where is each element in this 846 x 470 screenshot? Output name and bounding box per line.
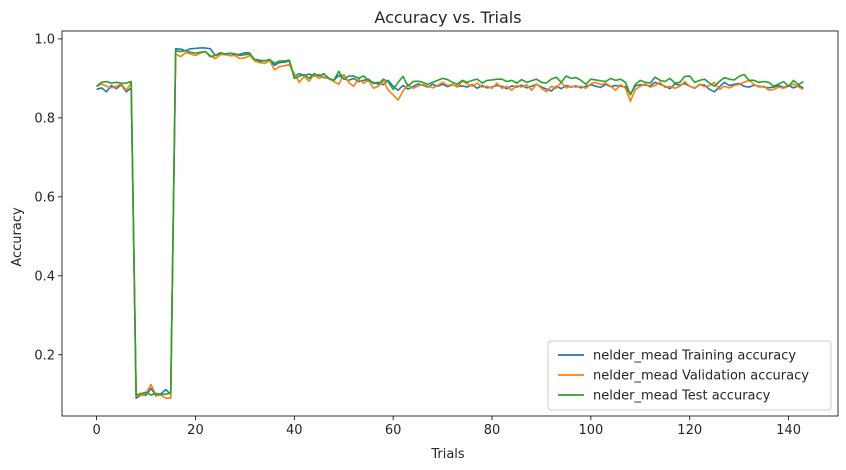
y-tick-label: 0.8 — [34, 111, 55, 126]
y-tick-label: 0.2 — [34, 348, 55, 363]
legend-label-2: nelder_mead Test accuracy — [593, 389, 771, 404]
y-tick-label: 0.6 — [34, 190, 55, 205]
x-tick-label: 140 — [776, 423, 801, 438]
legend-label-0: nelder_mead Training accuracy — [593, 349, 796, 364]
legend-label-1: nelder_mead Validation accuracy — [593, 369, 809, 384]
x-axis-title: Trials — [430, 447, 465, 462]
y-axis: 0.2 0.4 0.6 0.8 1.0 — [34, 32, 62, 363]
y-tick-label: 0.4 — [34, 269, 55, 284]
plot-area — [61, 30, 839, 417]
x-axis: 0 20 40 60 80 100 120 140 — [92, 416, 801, 438]
x-tick-label: 40 — [286, 423, 303, 438]
legend: nelder_mead Training accuracy nelder_mead… — [547, 340, 832, 411]
series-layer — [96, 47, 804, 400]
x-tick-label: 100 — [578, 423, 603, 438]
series-line-2 — [96, 49, 804, 396]
y-axis-title: Accuracy — [10, 207, 25, 267]
x-tick-label: 20 — [187, 423, 204, 438]
x-tick-label: 80 — [484, 423, 501, 438]
chart-title: Accuracy vs. Trials — [374, 8, 521, 27]
x-tick-label: 60 — [385, 423, 402, 438]
series-line-1 — [96, 50, 804, 400]
x-tick-label: 0 — [92, 423, 100, 438]
legend-box — [547, 340, 832, 411]
y-tick-label: 1.0 — [34, 32, 55, 47]
x-tick-label: 120 — [677, 423, 702, 438]
